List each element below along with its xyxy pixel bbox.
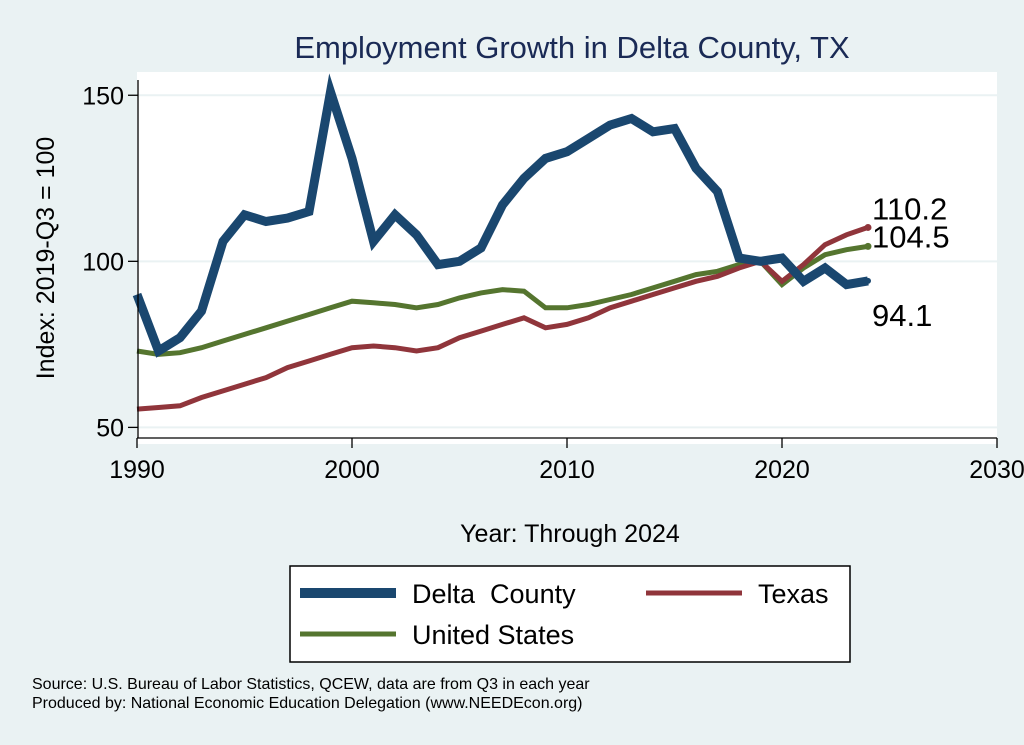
series-lines	[132, 73, 869, 412]
series-line-delta-county	[132, 73, 869, 358]
end-marker-texas	[864, 223, 872, 231]
end-marker-united-states	[864, 242, 872, 250]
legend-label-texas: Texas	[758, 579, 829, 609]
gridlines	[137, 94, 997, 429]
x-axis-title: Year: Through 2024	[460, 520, 680, 548]
x-tick-label-1990: 1990	[109, 456, 165, 484]
axes: 50 100 150 1990 2000 2010 2020 2030	[82, 80, 1024, 484]
x-tick-label-2020: 2020	[754, 456, 810, 484]
legend-label-united-states: United States	[412, 620, 574, 650]
producer-note: Produced by: National Economic Education…	[32, 695, 583, 712]
series-line-texas	[136, 225, 869, 412]
end-label-delta-county: 94.1	[872, 298, 932, 333]
y-tick-label-150: 150	[82, 82, 124, 110]
y-tick-label-50: 50	[96, 414, 124, 442]
legend-label-delta-county: Delta County	[412, 579, 576, 609]
legend-box	[289, 565, 851, 663]
x-tick-label-2030: 2030	[969, 456, 1024, 484]
x-tick-label-2010: 2010	[539, 456, 595, 484]
plot-area	[137, 72, 997, 444]
y-axis-title: Index: 2019-Q3 = 100	[32, 137, 60, 380]
y-tick-label-100: 100	[82, 248, 124, 276]
end-label-united-states: 104.5	[872, 219, 950, 254]
chart-title: Employment Growth in Delta County, TX	[294, 30, 850, 65]
x-tick-label-2000: 2000	[324, 456, 380, 484]
end-label-texas: 110.2	[872, 191, 947, 226]
end-marker-delta-county	[865, 277, 871, 284]
source-note: Source: U.S. Bureau of Labor Statistics,…	[32, 676, 590, 693]
legend: Delta County Texas United States	[289, 565, 851, 663]
